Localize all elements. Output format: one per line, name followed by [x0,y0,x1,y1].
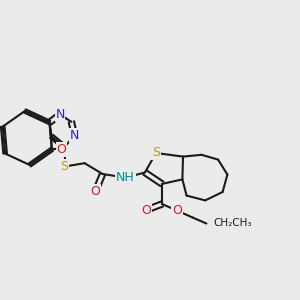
Text: CH₂CH₃: CH₂CH₃ [213,218,251,229]
Text: O: O [91,185,100,198]
Text: O: O [57,143,66,156]
Text: N: N [70,129,79,142]
Text: O: O [172,204,182,217]
Text: S: S [152,146,160,160]
Text: N: N [55,108,65,121]
Text: S: S [61,160,68,173]
Text: NH: NH [116,171,135,184]
Text: O: O [142,203,151,217]
